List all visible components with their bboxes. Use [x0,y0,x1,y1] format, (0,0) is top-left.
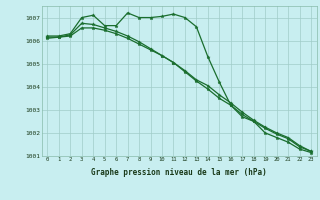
X-axis label: Graphe pression niveau de la mer (hPa): Graphe pression niveau de la mer (hPa) [91,168,267,177]
